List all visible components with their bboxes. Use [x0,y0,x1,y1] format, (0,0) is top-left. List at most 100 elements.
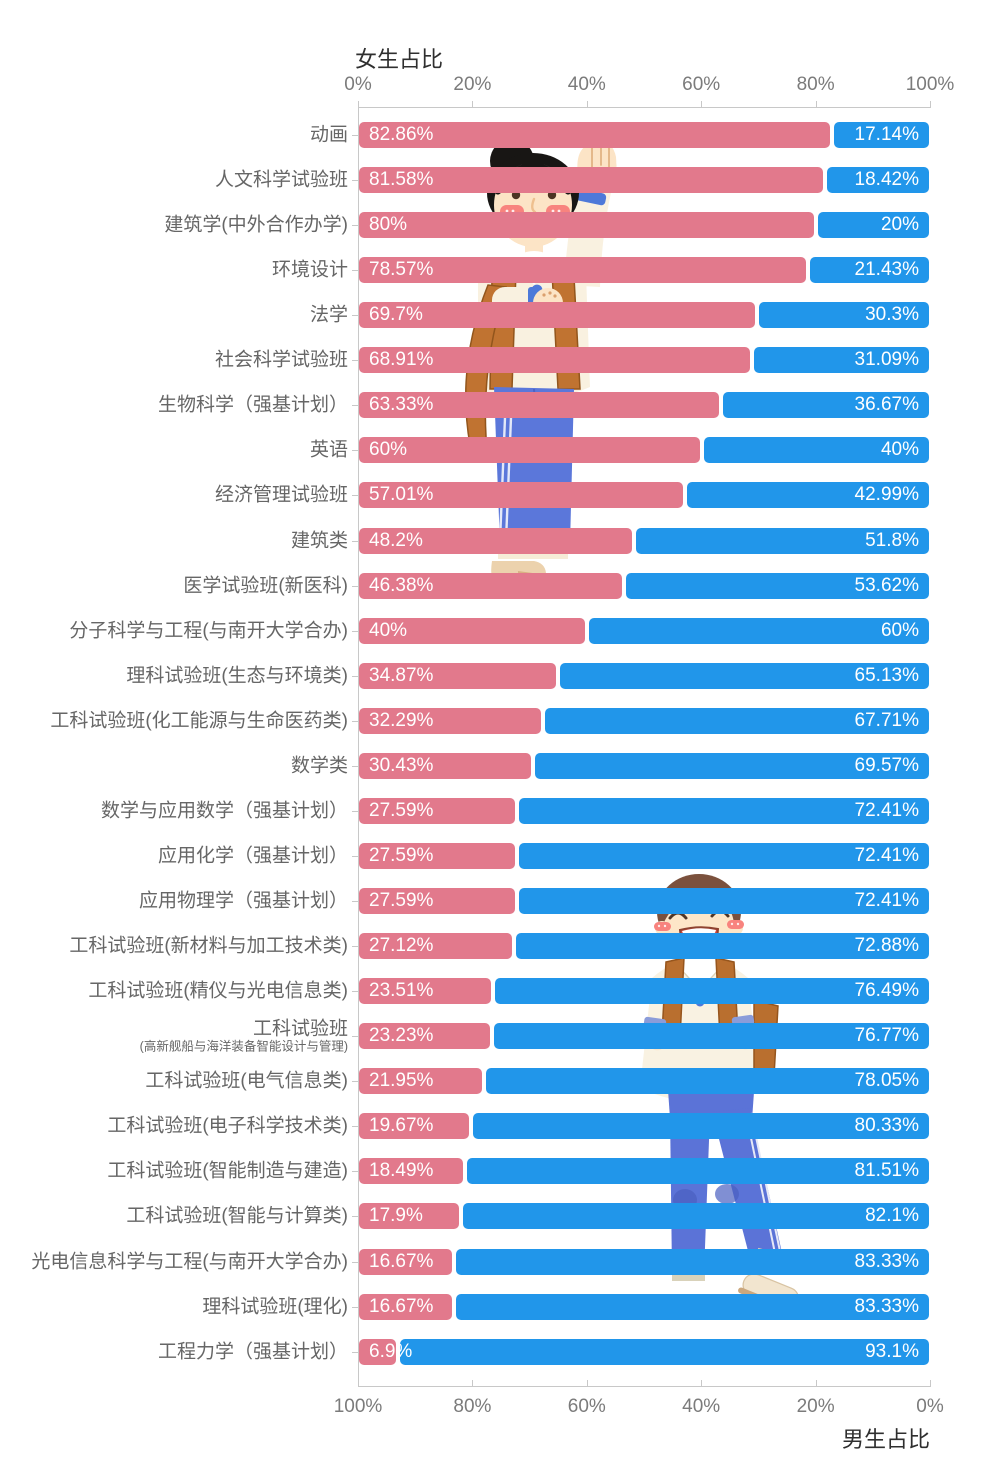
category-label: 法学 [309,304,348,326]
bottom-axis-tick-mark [930,1380,931,1386]
female-value-label: 23.51% [369,980,434,1002]
bottom-axis-tick-label: 0% [916,1396,944,1417]
bar-row-9: 57.01% 42.99% [358,482,930,509]
male-value-label: 82.1% [865,1205,919,1227]
female-value-label: 32.29% [369,709,434,731]
male-bar: 69.57% [534,752,929,779]
category-tick-mark [352,630,358,632]
female-value-label: 16.67% [369,1250,434,1272]
female-value-label: 34.87% [369,664,434,686]
category-label: 生物科学（强基计划） [157,394,348,416]
male-value-label: 80.33% [854,1115,919,1137]
female-value-label: 63.33% [369,394,434,416]
male-bar: 20% [817,212,929,239]
female-value-label: 60% [369,439,408,461]
bottom-axis-tick-mark [701,1380,703,1386]
category-label: 建筑学(中外合作办学) [164,214,348,236]
female-value-label: 27.59% [369,844,434,866]
bar-row-22: 21.95% 78.05% [358,1068,930,1095]
category-tick-mark [352,720,358,722]
top-axis-tick-mark [358,101,359,107]
male-bar: 42.99% [686,482,929,509]
category-tick-mark [352,991,358,993]
male-bar: 21.43% [809,257,929,284]
female-bar: 23.51% [359,978,492,1005]
category-label: 数学与应用数学（强基计划） [100,800,348,822]
male-bar: 40% [703,437,929,464]
male-bar: 72.41% [518,797,929,824]
category-tick-mark [352,450,358,452]
top-axis-tick-label: 40% [567,74,606,95]
category-label: 工科试验班(化工能源与生命医药类) [50,710,348,732]
category-tick-mark [352,855,358,857]
female-bar: 16.67% [359,1293,453,1320]
top-axis-tick-label: 0% [344,74,372,95]
female-value-label: 16.67% [369,1295,434,1317]
male-bar: 72.41% [518,888,929,915]
male-value-label: 60% [880,619,919,641]
category-label: 建筑类 [290,529,348,551]
female-bar: 57.01% [359,482,683,509]
category-label: 理科试验班(生态与环境类) [126,665,348,687]
male-value-label: 72.88% [854,935,919,957]
bottom-axis-tick-label: 20% [796,1396,835,1417]
category-tick-mark [352,360,358,362]
bar-row-4: 78.57% 21.43% [358,257,930,284]
bar-row-25: 17.9% 82.1% [358,1203,930,1230]
female-bar: 17.9% [359,1203,460,1230]
female-value-label: 23.23% [369,1025,434,1047]
male-bar: 82.1% [463,1203,929,1230]
category-tick-mark [352,901,358,903]
bar-row-16: 27.59% 72.41% [358,797,930,824]
category-tick-mark [352,405,358,407]
category-label: 人文科学试验班 [214,169,348,191]
bar-row-11: 46.38% 53.62% [358,572,930,599]
category-tick-mark [352,675,358,677]
bar-row-21: 23.23% 76.77% [358,1023,930,1050]
male-bar: 76.77% [493,1023,929,1050]
category-tick-mark [352,1261,358,1263]
category-label: 工程力学（强基计划） [157,1340,348,1362]
male-value-label: 65.13% [854,664,919,686]
category-label: 医学试验班(新医科) [183,574,348,596]
top-axis-tick-label: 60% [682,74,721,95]
male-value-label: 21.43% [854,259,919,281]
category-tick-mark [352,1306,358,1308]
male-bar: 67.71% [545,707,929,734]
female-bar: 19.67% [359,1113,470,1140]
female-value-label: 17.9% [369,1205,423,1227]
category-label: 工科试验班(精仪与光电信息类) [88,980,348,1002]
bar-row-28: 6.9% 93.1% [358,1338,930,1365]
category-tick-mark [352,1351,358,1353]
male-bar: 72.41% [518,842,929,869]
female-bar: 32.29% [359,707,542,734]
female-value-label: 18.49% [369,1160,434,1182]
top-axis-line [358,107,931,108]
category-label: 工科试验班(电子科学技术类) [107,1115,348,1137]
male-value-label: 72.41% [854,890,919,912]
female-value-label: 30.43% [369,754,434,776]
male-bar: 18.42% [826,167,929,194]
female-bar: 68.91% [359,347,751,374]
category-label: 理科试验班(理化) [202,1295,348,1317]
male-bar: 81.51% [466,1158,929,1185]
category-label: 环境设计 [271,259,348,281]
bar-row-18: 27.59% 72.41% [358,888,930,915]
female-bar: 40% [359,617,586,644]
bottom-axis-tick-label: 60% [567,1396,606,1417]
top-axis-tick-mark [472,101,474,107]
category-axis-line [358,107,359,1387]
bar-row-15: 30.43% 69.57% [358,752,930,779]
bar-row-24: 18.49% 81.51% [358,1158,930,1185]
bar-row-23: 19.67% 80.33% [358,1113,930,1140]
male-bar: 17.14% [834,122,929,148]
male-value-label: 17.14% [854,124,919,145]
category-label: 工科试验班(智能制造与建造) [107,1160,348,1182]
category-label: 应用物理学（强基计划） [138,890,348,912]
category-label: 工科试验班(新材料与加工技术类) [69,935,348,957]
female-bar: 30.43% [359,752,531,779]
bottom-axis-title: 男生占比 [841,1427,930,1452]
male-value-label: 72.41% [854,799,919,821]
female-value-label: 68.91% [369,349,434,371]
